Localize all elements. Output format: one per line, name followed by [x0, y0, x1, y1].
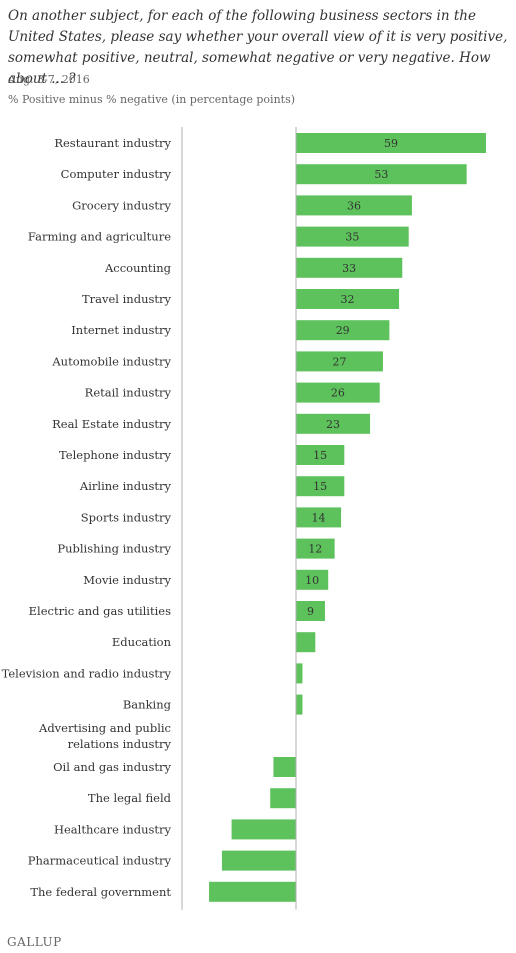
bar: [296, 663, 303, 684]
data-label: 36: [347, 199, 361, 212]
data-label: 12: [308, 543, 322, 556]
category-label: Accounting: [104, 261, 172, 275]
category-label: Computer industry: [61, 167, 172, 181]
bar: [221, 850, 296, 871]
gallup-logo: GALLUP: [7, 935, 62, 949]
bar: [296, 413, 371, 434]
bar: [296, 476, 345, 497]
bar: [209, 881, 296, 902]
category-label: Sports industry: [81, 510, 172, 524]
bar: [296, 289, 400, 309]
data-label: 32: [341, 293, 355, 306]
category-label: Publishing industry: [57, 542, 171, 556]
data-label: 15: [313, 449, 327, 462]
category-label: Travel industry: [82, 292, 172, 306]
data-label: 23: [326, 418, 340, 431]
category-label: Farming and agriculture: [28, 230, 171, 244]
bar: [296, 320, 390, 341]
bar: [296, 257, 403, 278]
category-label: Restaurant industry: [54, 136, 171, 150]
chart-subtitle: % Positive minus % negative (in percenta…: [8, 93, 296, 106]
data-label: 27: [332, 355, 346, 368]
category-label: Real Estate industry: [52, 417, 171, 431]
bar: [296, 164, 467, 185]
category-label: Retail industry: [85, 386, 172, 400]
category-label: The legal field: [88, 791, 172, 805]
data-label: 35: [345, 231, 359, 244]
data-label: 59: [384, 137, 398, 150]
category-label: Pharmaceutical industry: [28, 854, 172, 868]
category-label: Movie industry: [83, 573, 171, 587]
data-label: 14: [312, 511, 326, 524]
category-label: Banking: [123, 698, 172, 712]
bar: [273, 757, 296, 777]
survey-date: Aug. 3-7, 2016: [8, 73, 90, 86]
category-label: Electric and gas utilities: [29, 604, 171, 618]
category-label: Airline industry: [79, 479, 172, 493]
category-label: Healthcare industry: [54, 822, 172, 836]
category-label: Grocery industry: [72, 198, 171, 212]
bar: [296, 601, 325, 621]
bar: [296, 507, 342, 528]
category-label: Television and radio industry: [2, 666, 172, 680]
data-label: 29: [336, 324, 350, 337]
data-label: 26: [331, 387, 345, 400]
category-label: Advertising and public relations industry: [38, 721, 171, 751]
bar: [296, 195, 412, 216]
bar: [296, 445, 345, 465]
bar: [270, 788, 296, 809]
bar: [231, 819, 296, 840]
category-label: Automobile industry: [51, 354, 171, 368]
bar: [296, 226, 409, 247]
bar: [296, 351, 383, 372]
bar: [296, 632, 316, 653]
data-label: 15: [313, 480, 327, 493]
category-label: Telephone industry: [59, 448, 171, 462]
data-label: 9: [307, 605, 314, 618]
data-label: 53: [374, 168, 388, 181]
data-label: 33: [342, 262, 356, 275]
category-label: Oil and gas industry: [53, 760, 171, 774]
bar: [296, 538, 335, 559]
category-label: The federal government: [30, 885, 171, 899]
bar: [296, 569, 329, 590]
data-label: 10: [305, 574, 319, 587]
bar: [296, 133, 486, 153]
category-label: Internet industry: [71, 323, 171, 337]
bar-chart: Restaurant industry 59 Computer industry 53…: [2, 127, 486, 910]
bar: [296, 382, 380, 403]
bar: [296, 694, 303, 715]
chart-question: On another subject, for each of the foll…: [8, 8, 508, 87]
category-label: Education: [112, 635, 172, 649]
